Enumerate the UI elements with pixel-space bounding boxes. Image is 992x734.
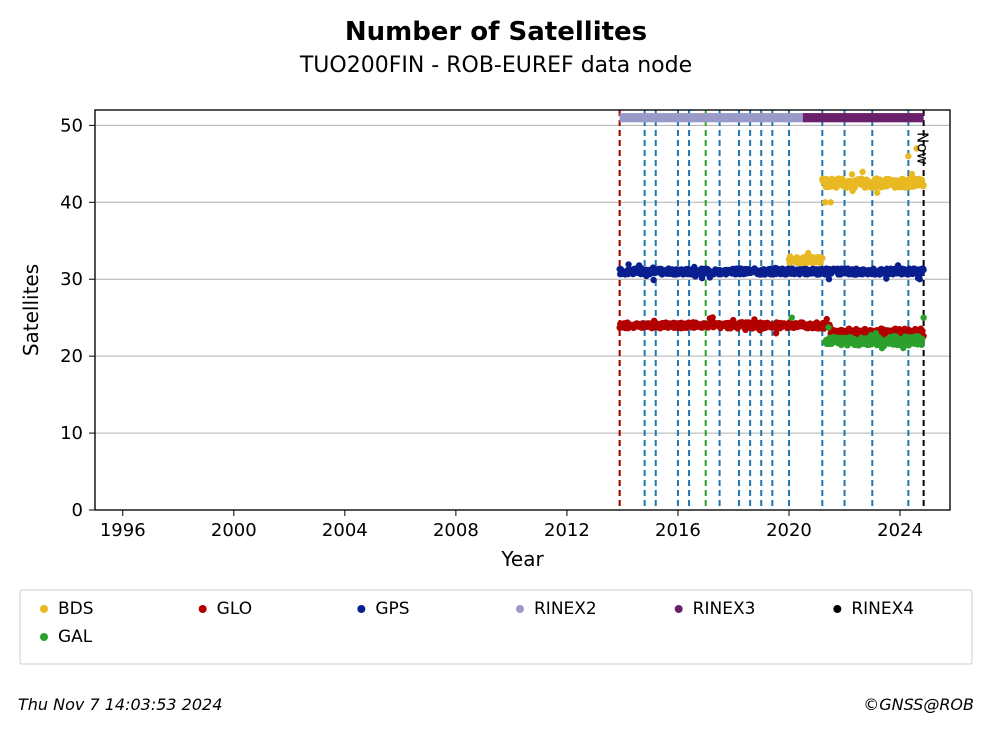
point-bds — [827, 199, 833, 205]
legend-label: RINEX3 — [693, 599, 756, 619]
xtick-label: 2000 — [211, 520, 257, 541]
legend-marker — [516, 605, 524, 613]
legend-label: BDS — [58, 599, 94, 619]
footer-right: ©GNSS@ROB — [863, 695, 974, 714]
point-gps — [920, 267, 926, 273]
legend-marker — [40, 633, 48, 641]
point-gps — [826, 276, 832, 282]
ytick-label: 10 — [60, 423, 83, 444]
legend-box — [20, 590, 972, 664]
xtick-label: 2020 — [766, 520, 812, 541]
point-bds — [822, 199, 828, 205]
band-rinex2 — [620, 113, 803, 122]
chart-title: Number of Satellites — [345, 17, 647, 47]
footer-left: Thu Nov 7 14:03:53 2024 — [18, 695, 222, 714]
point-gal — [789, 314, 795, 320]
point-gal — [825, 324, 831, 330]
y-axis-label: Satellites — [19, 264, 43, 356]
point-gal — [918, 342, 924, 348]
legend-label: GPS — [375, 599, 409, 619]
legend-label: GLO — [217, 599, 252, 619]
xtick-label: 2012 — [544, 520, 590, 541]
point-bds — [874, 190, 880, 196]
ytick-label: 40 — [60, 192, 83, 213]
chart-subtitle: TUO200FIN - ROB-EUREF data node — [299, 53, 692, 78]
ytick-label: 0 — [72, 500, 83, 521]
legend-label: GAL — [58, 627, 93, 647]
band-rinex3 — [803, 113, 924, 122]
chart-container: Number of Satellites TUO200FIN - ROB-EURE… — [0, 0, 992, 734]
point-gal — [920, 314, 926, 320]
point-bds — [905, 153, 911, 159]
legend-marker — [675, 605, 683, 613]
legend-label: RINEX4 — [851, 599, 914, 619]
x-axis-label: Year — [500, 547, 544, 571]
xtick-label: 2008 — [433, 520, 479, 541]
xtick-label: 1996 — [100, 520, 146, 541]
legend-marker — [199, 605, 207, 613]
xtick-label: 2024 — [877, 520, 923, 541]
legend-marker — [40, 605, 48, 613]
ytick-label: 50 — [60, 115, 83, 136]
xtick-label: 2004 — [322, 520, 368, 541]
point-bds — [849, 171, 855, 177]
ytick-label: 30 — [60, 269, 83, 290]
now-label: Now — [914, 132, 932, 165]
point-gal — [919, 336, 925, 342]
point-bds — [859, 169, 865, 175]
legend-label: RINEX2 — [534, 599, 597, 619]
point-bds — [819, 255, 825, 261]
ytick-label: 20 — [60, 346, 83, 367]
xtick-label: 2016 — [655, 520, 701, 541]
legend-marker — [357, 605, 365, 613]
point-gps — [650, 277, 656, 283]
point-bds — [920, 182, 926, 188]
chart-svg: Number of Satellites TUO200FIN - ROB-EURE… — [0, 0, 992, 734]
legend-marker — [833, 605, 841, 613]
